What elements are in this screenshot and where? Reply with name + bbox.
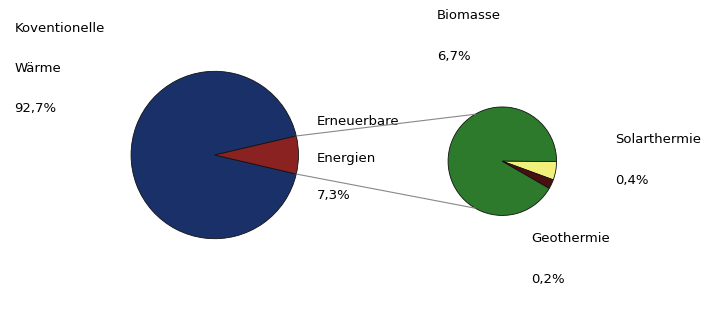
Text: 0,2%: 0,2%: [531, 273, 565, 286]
Text: Erneuerbare: Erneuerbare: [317, 115, 399, 128]
Text: Solarthermie: Solarthermie: [615, 133, 701, 146]
Text: Geothermie: Geothermie: [531, 232, 610, 246]
Wedge shape: [502, 161, 557, 180]
Text: Koventionelle: Koventionelle: [15, 22, 105, 35]
Text: 6,7%: 6,7%: [437, 50, 470, 63]
Text: Biomasse: Biomasse: [437, 9, 501, 22]
Text: 0,4%: 0,4%: [615, 174, 649, 187]
Wedge shape: [502, 161, 553, 188]
Wedge shape: [131, 71, 296, 239]
Wedge shape: [448, 107, 557, 215]
Text: Wärme: Wärme: [15, 62, 61, 75]
Text: Energien: Energien: [317, 152, 376, 165]
Text: 7,3%: 7,3%: [317, 189, 350, 202]
Wedge shape: [215, 136, 298, 174]
Text: 92,7%: 92,7%: [15, 102, 57, 115]
